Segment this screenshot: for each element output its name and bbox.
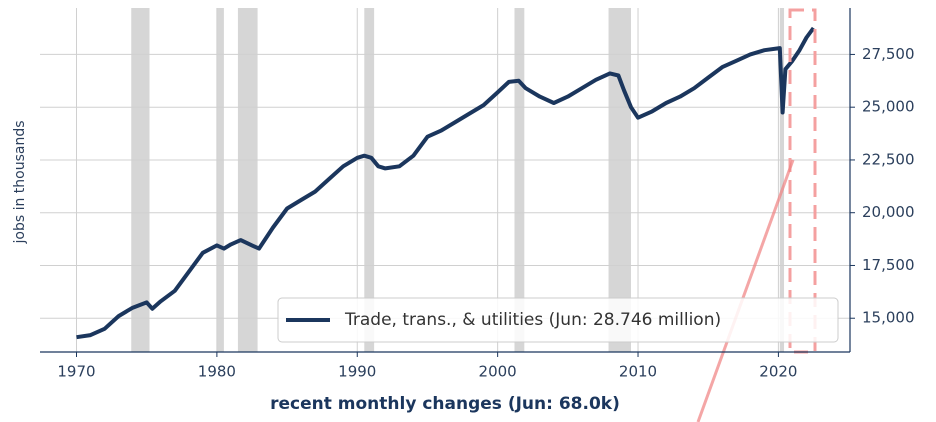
y-tick-label: 25,000 <box>862 98 915 116</box>
legend-box <box>277 297 839 343</box>
recession-band <box>216 8 224 352</box>
x-tick-label: 1990 <box>338 363 376 381</box>
x-tick-label: 1970 <box>57 363 95 381</box>
recession-band <box>364 8 375 352</box>
y-tick-label: 15,000 <box>862 309 915 327</box>
line-layer <box>76 26 816 340</box>
y-tick-label: 22,500 <box>862 150 915 168</box>
recession-band <box>514 8 525 352</box>
x-tick-label: 1980 <box>198 363 236 381</box>
recession-band <box>237 8 258 352</box>
y-tick-label: 20,000 <box>862 203 915 221</box>
x-tick-label: 2000 <box>479 363 517 381</box>
recession-band <box>131 8 150 352</box>
recession-band <box>779 8 785 352</box>
data-line <box>76 26 816 340</box>
y-tick-label: 27,500 <box>862 45 915 63</box>
axis-layer: 1970 1980 1990 2000 2010 2020 15,000 17,500 20,0… <box>57 45 914 381</box>
x-tick-label: 2020 <box>759 363 797 381</box>
x-axis-label: recent monthly changes (Jun: 68.0k) <box>270 394 620 414</box>
zoom-connector <box>696 159 795 422</box>
x-tick-label: 2010 <box>619 363 657 381</box>
y-axis-label: jobs in thousands <box>12 120 28 244</box>
legend-label: Trade, trans., & utilities (Jun: 28.746 … <box>344 310 721 330</box>
y-tick-label: 17,500 <box>862 256 915 274</box>
